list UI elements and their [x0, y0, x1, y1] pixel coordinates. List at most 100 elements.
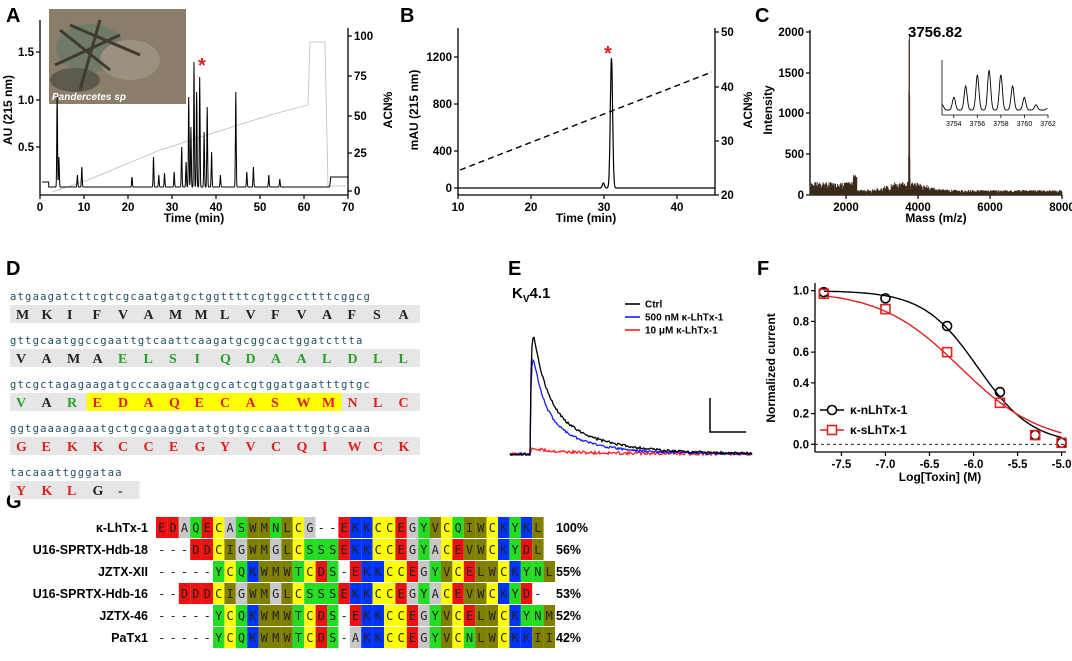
amino-acid: N	[348, 396, 358, 411]
alignment-residue-bg	[258, 539, 270, 560]
alignment-residue: -	[169, 543, 176, 557]
alignment-residue-bg	[418, 561, 430, 582]
alignment-residue: W	[261, 565, 269, 579]
a-ylabel-right: ACN%	[381, 91, 395, 128]
f-y-tick-label: 0.2	[793, 409, 809, 421]
alignment-residue-bg	[361, 583, 373, 604]
a-yr-tick-label: 0	[354, 186, 360, 198]
panel-a: Pandercetes sp 1.5 1.0 0.5 100 75 50 25 0 0 10 2…	[1, 9, 395, 225]
panel-d-sequence: atgaagatcttcgtcgcaatgatgctggttttcgtggcct…	[10, 291, 420, 499]
alignment-residue-bg	[452, 627, 464, 648]
f-y-tick-label: 0.8	[793, 316, 810, 328]
alignment-residue: Q	[454, 521, 461, 535]
alignment-residue: N	[534, 609, 541, 623]
alignment-residue: G	[409, 587, 416, 601]
alignment-residue-bg	[190, 539, 202, 560]
alignment-residue: C	[443, 543, 450, 557]
alignment-residue-bg	[281, 605, 293, 626]
alignment-residue: E	[352, 609, 359, 623]
f-y-tick-label: 0.4	[793, 378, 810, 390]
alignment-residue-bg	[315, 583, 327, 604]
alignment-identity-pct: 52%	[556, 609, 581, 623]
alignment-residue: D	[204, 587, 211, 601]
a-yl-tick-label: 0.5	[18, 142, 35, 154]
b-x-tick-label: 10	[452, 202, 465, 214]
alignment-residue: I	[466, 521, 473, 535]
alignment-residue-bg	[418, 539, 430, 560]
b-x-tick-label: 20	[525, 202, 538, 214]
alignment-residue-bg	[452, 517, 464, 538]
alignment-residue: W	[261, 631, 269, 645]
aa-row-bg	[10, 481, 140, 499]
f-point-slhtx	[818, 288, 830, 300]
f-legend-label: κ-nLhTx-1	[850, 403, 908, 417]
a-star-marker: *	[198, 55, 206, 77]
alignment-residue-bg	[156, 517, 168, 538]
alignment-residue-bg	[338, 539, 350, 560]
alignment-residue: -	[192, 609, 199, 623]
alignment-identity-pct: 42%	[556, 631, 581, 645]
alignment-residue-bg	[543, 627, 555, 648]
a-yl-tick-label: 1.0	[18, 95, 34, 107]
alignment-residue-bg	[384, 561, 396, 582]
alignment-residue-bg	[224, 539, 236, 560]
alignment-residue-bg	[247, 605, 259, 626]
amino-acid: A	[399, 308, 410, 323]
f-yticks: 1.0 0.8 0.6 0.4 0.2 0.0	[793, 286, 815, 451]
f-y-tick-label: 0.6	[793, 347, 809, 359]
c-spectrum	[809, 36, 1063, 195]
alignment-residue: C	[226, 631, 233, 645]
alignment-residue: I	[226, 587, 233, 601]
alignment-residue-bg	[361, 517, 373, 538]
e-title: KV4.1	[512, 285, 550, 305]
amino-acid: L	[220, 308, 229, 323]
panel-label-c: C	[755, 5, 769, 27]
alignment-residue: E	[340, 521, 347, 535]
alignment-residue-bg	[235, 561, 248, 582]
amino-acid: A	[144, 396, 155, 411]
alignment-residue-bg	[304, 539, 316, 560]
amino-acid: Y	[220, 440, 230, 455]
panel-label-f: F	[757, 258, 769, 280]
c-y-tick-label: 0	[798, 190, 804, 202]
b-ylabel-left: mAU (215 nm)	[407, 70, 421, 151]
alignment-residue: C	[215, 587, 222, 601]
alignment-residue: Y	[215, 631, 223, 645]
alignment-residue: K	[511, 631, 519, 645]
alignment-residue: E	[158, 521, 165, 535]
alignment-residue-bg	[498, 517, 510, 538]
alignment-residue: A	[352, 631, 360, 645]
alignment-residue-bg	[463, 561, 476, 582]
amino-acid: Q	[297, 440, 308, 455]
alignment-residue: C	[375, 543, 382, 557]
dna-row: gttgcaatggccgaattgtcaattcaagatgcggcactgg…	[10, 335, 364, 347]
alignment-residue-bg	[292, 605, 305, 626]
alignment-residue-bg	[327, 627, 339, 648]
alignment-residue: Y	[432, 609, 440, 623]
alignment-residue: C	[454, 609, 461, 623]
f-x-tick-label: -5.0	[1052, 459, 1072, 471]
amino-acid: S	[169, 352, 177, 367]
alignment-residue: S	[306, 543, 313, 557]
alignment-residue: Y	[432, 631, 440, 645]
alignment-residue: L	[283, 587, 290, 601]
amino-acid: F	[93, 308, 102, 323]
alignment-residue-bg	[270, 605, 282, 626]
alignment-residue-bg	[213, 605, 225, 626]
alignment-residue-bg	[463, 583, 476, 604]
alignment-residue: -	[181, 565, 188, 579]
amino-acid: -	[118, 484, 123, 499]
alignment-residue: D	[318, 609, 325, 623]
alignment-residue: K	[352, 587, 360, 601]
alignment-residue: S	[329, 587, 336, 601]
alignment-residue-bg	[338, 583, 350, 604]
amino-acid: L	[144, 352, 153, 367]
alignment-residue: -	[192, 631, 199, 645]
f-x-tick-label: -6.0	[964, 459, 984, 471]
c-inset: 3754 3756 3758 3760 3762	[941, 60, 1056, 128]
alignment-residue: C	[215, 521, 222, 535]
alignment-residue: E	[397, 587, 404, 601]
alignment-identity-pct: 53%	[556, 587, 581, 601]
alignment-residue: E	[409, 631, 416, 645]
